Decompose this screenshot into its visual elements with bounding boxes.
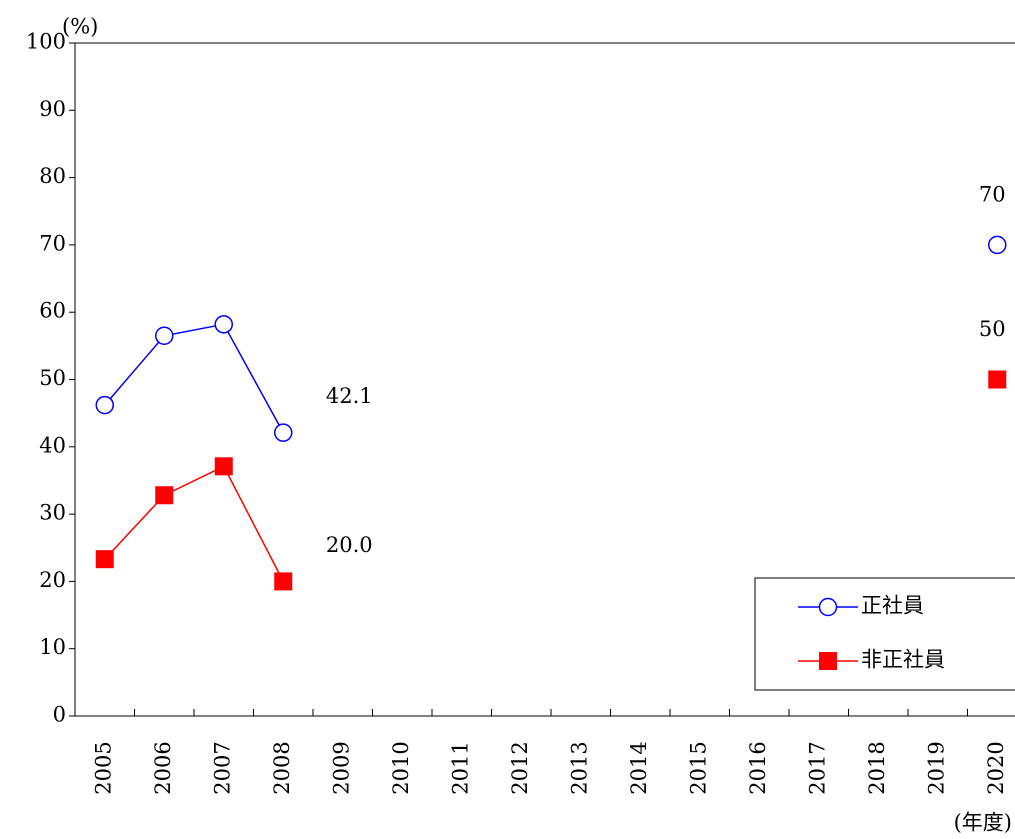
data-label: 42.1 xyxy=(326,384,373,408)
data-label: 50 xyxy=(979,317,1006,341)
y-tick-label: 60 xyxy=(39,299,66,323)
legend-label: 正社員 xyxy=(861,594,924,618)
marker xyxy=(274,572,293,591)
y-tick-label: 90 xyxy=(39,97,66,121)
x-tick-label: 2013 xyxy=(567,741,591,794)
marker xyxy=(274,423,293,442)
marker xyxy=(988,370,1007,389)
x-tick-label: 2008 xyxy=(270,741,294,794)
y-tick-label: 10 xyxy=(39,635,66,659)
marker xyxy=(214,315,233,334)
marker xyxy=(818,597,838,617)
marker xyxy=(988,235,1007,255)
x-tick-label: 2018 xyxy=(865,741,889,794)
data-label: 70 xyxy=(979,182,1006,206)
marker xyxy=(95,550,114,569)
x-tick-label: 2011 xyxy=(448,741,472,794)
x-tick-label: 2005 xyxy=(91,741,115,794)
y-tick-label: 100 xyxy=(26,30,66,54)
x-tick-label: 2020 xyxy=(984,741,1008,794)
data-label: 20.0 xyxy=(326,533,373,557)
x-tick-label: 2010 xyxy=(389,741,413,794)
series-line xyxy=(105,380,998,582)
y-tick-label: 70 xyxy=(39,231,66,255)
legend-label: 非正社員 xyxy=(861,648,945,672)
series-line xyxy=(105,245,998,433)
x-axis-label: (年度) xyxy=(954,811,1012,835)
x-tick-label: 2017 xyxy=(805,741,829,794)
y-axis-label: (%) xyxy=(62,15,98,39)
legend-box xyxy=(754,577,1015,691)
y-tick-label: 30 xyxy=(39,501,66,525)
y-tick-label: 50 xyxy=(39,366,66,390)
y-tick-label: 20 xyxy=(39,568,66,592)
x-tick-label: 2019 xyxy=(924,741,948,794)
x-tick-label: 2006 xyxy=(151,741,175,794)
x-tick-label: 2015 xyxy=(686,741,710,794)
y-tick-label: 80 xyxy=(39,164,66,188)
y-tick-label: 0 xyxy=(53,703,66,727)
marker xyxy=(95,395,114,415)
x-tick-label: 2012 xyxy=(508,741,532,794)
x-tick-label: 2014 xyxy=(627,741,651,794)
x-tick-label: 2009 xyxy=(329,741,353,794)
marker xyxy=(155,486,174,505)
y-tick-label: 40 xyxy=(39,433,66,457)
marker xyxy=(819,652,837,670)
marker xyxy=(214,457,233,476)
x-tick-label: 2007 xyxy=(210,741,234,794)
marker xyxy=(155,326,174,346)
x-tick-label: 2016 xyxy=(746,741,770,794)
